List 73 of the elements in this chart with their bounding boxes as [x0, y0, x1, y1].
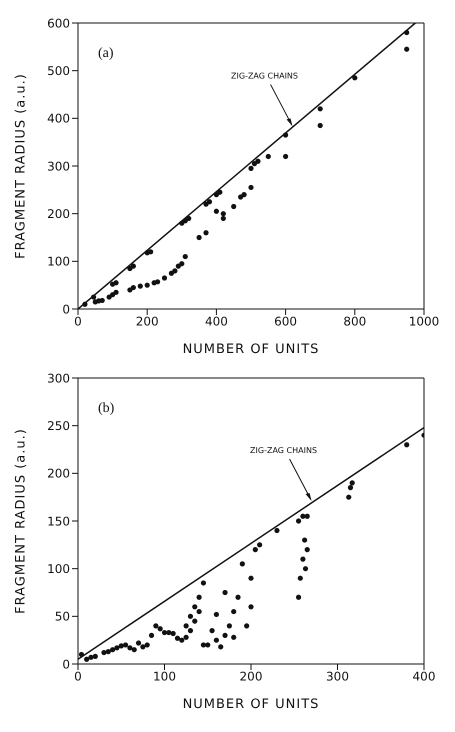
y-tick-label: 500 [47, 64, 70, 78]
annotation: ZIG-ZAG CHAINS [231, 71, 298, 80]
x-tick-label: 400 [204, 314, 228, 329]
point [404, 46, 410, 52]
point [214, 192, 219, 198]
point [203, 202, 209, 207]
point [352, 75, 358, 80]
point [179, 261, 184, 266]
x-axis-title: NUMBER OF UNITS [182, 342, 320, 357]
y-tick-label: 50 [54, 610, 70, 624]
y-tick-label: 0 [62, 302, 70, 316]
point [318, 106, 323, 112]
point [82, 302, 88, 307]
y-tick-label: 300 [47, 371, 70, 386]
point [162, 275, 168, 281]
y-tick-label: 250 [47, 418, 70, 433]
point [248, 184, 254, 190]
point [90, 294, 96, 300]
point [252, 161, 258, 166]
point [318, 122, 323, 128]
point [241, 192, 247, 198]
point [196, 234, 202, 240]
point [172, 268, 178, 274]
point [404, 30, 410, 36]
point [220, 211, 226, 216]
point [214, 208, 219, 214]
point [220, 216, 226, 222]
x-tick-label: 400 [412, 670, 436, 684]
y-tick-label: 150 [47, 514, 70, 528]
point [283, 132, 288, 138]
y-tick-label: 600 [47, 16, 70, 30]
point [182, 254, 188, 260]
y-axis-title: FRAGMENT RADIUS (a.u.) [14, 428, 29, 614]
point [144, 282, 150, 288]
point [186, 216, 192, 222]
point [113, 280, 119, 286]
point [138, 284, 143, 289]
y-tick-label: 100 [47, 254, 70, 269]
y-tick-label: 0 [62, 657, 70, 672]
annotation: (b) [98, 401, 114, 417]
x-tick-label: 600 [274, 314, 298, 329]
point [283, 154, 288, 160]
point [130, 284, 136, 290]
point [231, 204, 236, 210]
x-tick-label: 200 [136, 314, 159, 329]
x-tick-label: 0 [74, 314, 82, 329]
y-tick-label: 400 [47, 112, 70, 126]
x-tick-label: 200 [240, 670, 262, 684]
point [127, 266, 132, 272]
point [266, 154, 271, 160]
x-tick-label: 1000 [408, 314, 440, 329]
point [206, 199, 212, 204]
y-tick-label: 100 [47, 562, 70, 576]
point [248, 166, 254, 171]
y-tick-label: 300 [47, 159, 70, 174]
y-axis-title: FRAGMENT RADIUS (a.u.) [14, 73, 29, 259]
x-axis-title: NUMBER OF UNITS [182, 697, 320, 712]
point [100, 298, 105, 304]
annotation: (a) [98, 46, 114, 62]
point [130, 264, 136, 269]
point [148, 249, 154, 254]
annotation: ZIG-ZAG CHAINS [250, 446, 318, 455]
x-tick-label: 100 [153, 670, 176, 684]
y-tick-label: 200 [47, 206, 70, 221]
point [203, 230, 209, 236]
point [217, 190, 222, 195]
point [113, 290, 119, 295]
x-tick-label: 300 [326, 670, 349, 684]
x-tick-label: 0 [74, 670, 82, 684]
point [255, 158, 261, 164]
y-tick-label: 200 [47, 466, 70, 481]
x-tick-label: 800 [343, 314, 366, 329]
point [154, 279, 160, 284]
